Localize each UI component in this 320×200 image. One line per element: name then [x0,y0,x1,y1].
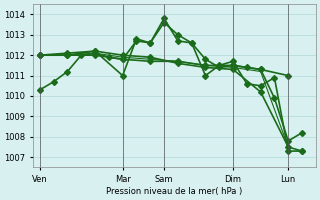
X-axis label: Pression niveau de la mer( hPa ): Pression niveau de la mer( hPa ) [106,187,243,196]
